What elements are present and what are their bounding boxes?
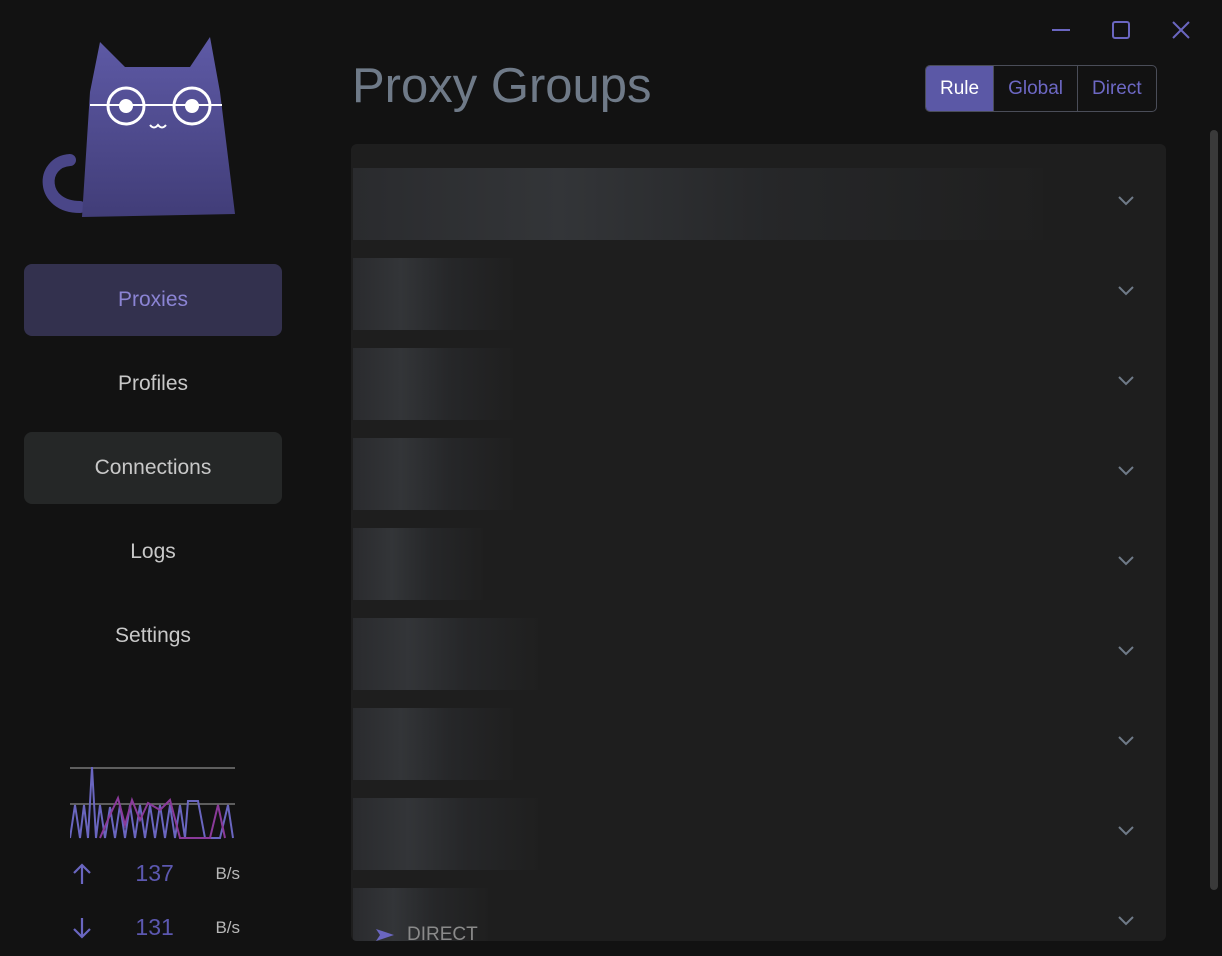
proxy-group-item[interactable] (351, 696, 1166, 786)
sidebar-item-label: Connections (94, 456, 212, 479)
current-proxy-label: DIRECT (407, 924, 478, 941)
chevron-down-icon[interactable] (1116, 824, 1136, 838)
chevron-down-icon[interactable] (1116, 194, 1136, 208)
sidebar-item-label: Logs (130, 540, 176, 563)
redacted-group-info (353, 438, 513, 510)
chevron-down-icon[interactable] (1116, 374, 1136, 388)
sidebar-item-label: Settings (115, 624, 191, 647)
mode-rule-button[interactable]: Rule (926, 66, 994, 111)
chevron-down-icon[interactable] (1116, 734, 1136, 748)
send-icon (376, 929, 394, 941)
minimize-button[interactable] (1045, 14, 1077, 46)
download-unit: B/s (215, 917, 240, 937)
sidebar-item-proxies[interactable]: Proxies (24, 264, 282, 336)
mode-switch: Rule Global Direct (925, 65, 1157, 112)
sidebar-item-profiles[interactable]: Profiles (24, 348, 282, 420)
chevron-down-icon[interactable] (1116, 554, 1136, 568)
page-title: Proxy Groups (352, 59, 652, 113)
chevron-down-icon[interactable] (1116, 464, 1136, 478)
redacted-group-info (353, 168, 1043, 240)
proxy-group-item[interactable] (351, 426, 1166, 516)
chevron-down-icon[interactable] (1116, 284, 1136, 298)
close-button[interactable] (1165, 14, 1197, 46)
proxy-group-item[interactable] (351, 516, 1166, 606)
redacted-group-info (353, 618, 538, 690)
minimize-icon (1052, 29, 1070, 31)
proxy-group-item[interactable] (351, 606, 1166, 696)
maximize-button[interactable] (1105, 14, 1137, 46)
redacted-group-info (353, 798, 538, 870)
group-current-proxy: DIRECT (375, 924, 478, 941)
proxy-group-item[interactable] (351, 786, 1166, 876)
arrow-down-icon (73, 917, 91, 939)
redacted-group-info (353, 528, 483, 600)
redacted-group-info (353, 888, 488, 941)
redacted-group-info (353, 258, 513, 330)
upload-speed: 137 B/s (70, 860, 240, 887)
redacted-group-info (353, 348, 513, 420)
sidebar-item-label: Proxies (117, 288, 189, 311)
download-value: 131 (135, 914, 174, 940)
mode-global-button[interactable]: Global (993, 66, 1077, 111)
download-series (99, 795, 226, 839)
sidebar-item-settings[interactable]: Settings (24, 600, 282, 672)
sidebar-item-logs[interactable]: Logs (24, 516, 282, 588)
cat-logo (42, 37, 235, 217)
proxy-group-item[interactable] (351, 336, 1166, 426)
sidebar-item-connections[interactable]: Connections (24, 432, 282, 504)
redacted-group-info (353, 708, 513, 780)
chevron-down-icon[interactable] (1116, 914, 1136, 928)
mode-direct-button[interactable]: Direct (1077, 66, 1156, 111)
proxy-group-item[interactable] (351, 246, 1166, 336)
traffic-graph (70, 766, 235, 839)
download-speed: 131 B/s (70, 914, 240, 941)
sidebar-item-label: Profiles (117, 372, 189, 395)
proxy-group-item[interactable] (351, 156, 1166, 246)
close-icon (1172, 21, 1190, 39)
proxy-group-item[interactable] (351, 876, 1166, 941)
maximize-icon (1112, 21, 1130, 39)
scrollbar[interactable] (1210, 130, 1218, 890)
upload-series (70, 766, 234, 839)
upload-unit: B/s (215, 863, 240, 883)
proxy-group-list: DIRECT (351, 144, 1166, 941)
arrow-up-icon (73, 862, 91, 884)
upload-value: 137 (135, 860, 174, 886)
chevron-down-icon[interactable] (1116, 644, 1136, 658)
